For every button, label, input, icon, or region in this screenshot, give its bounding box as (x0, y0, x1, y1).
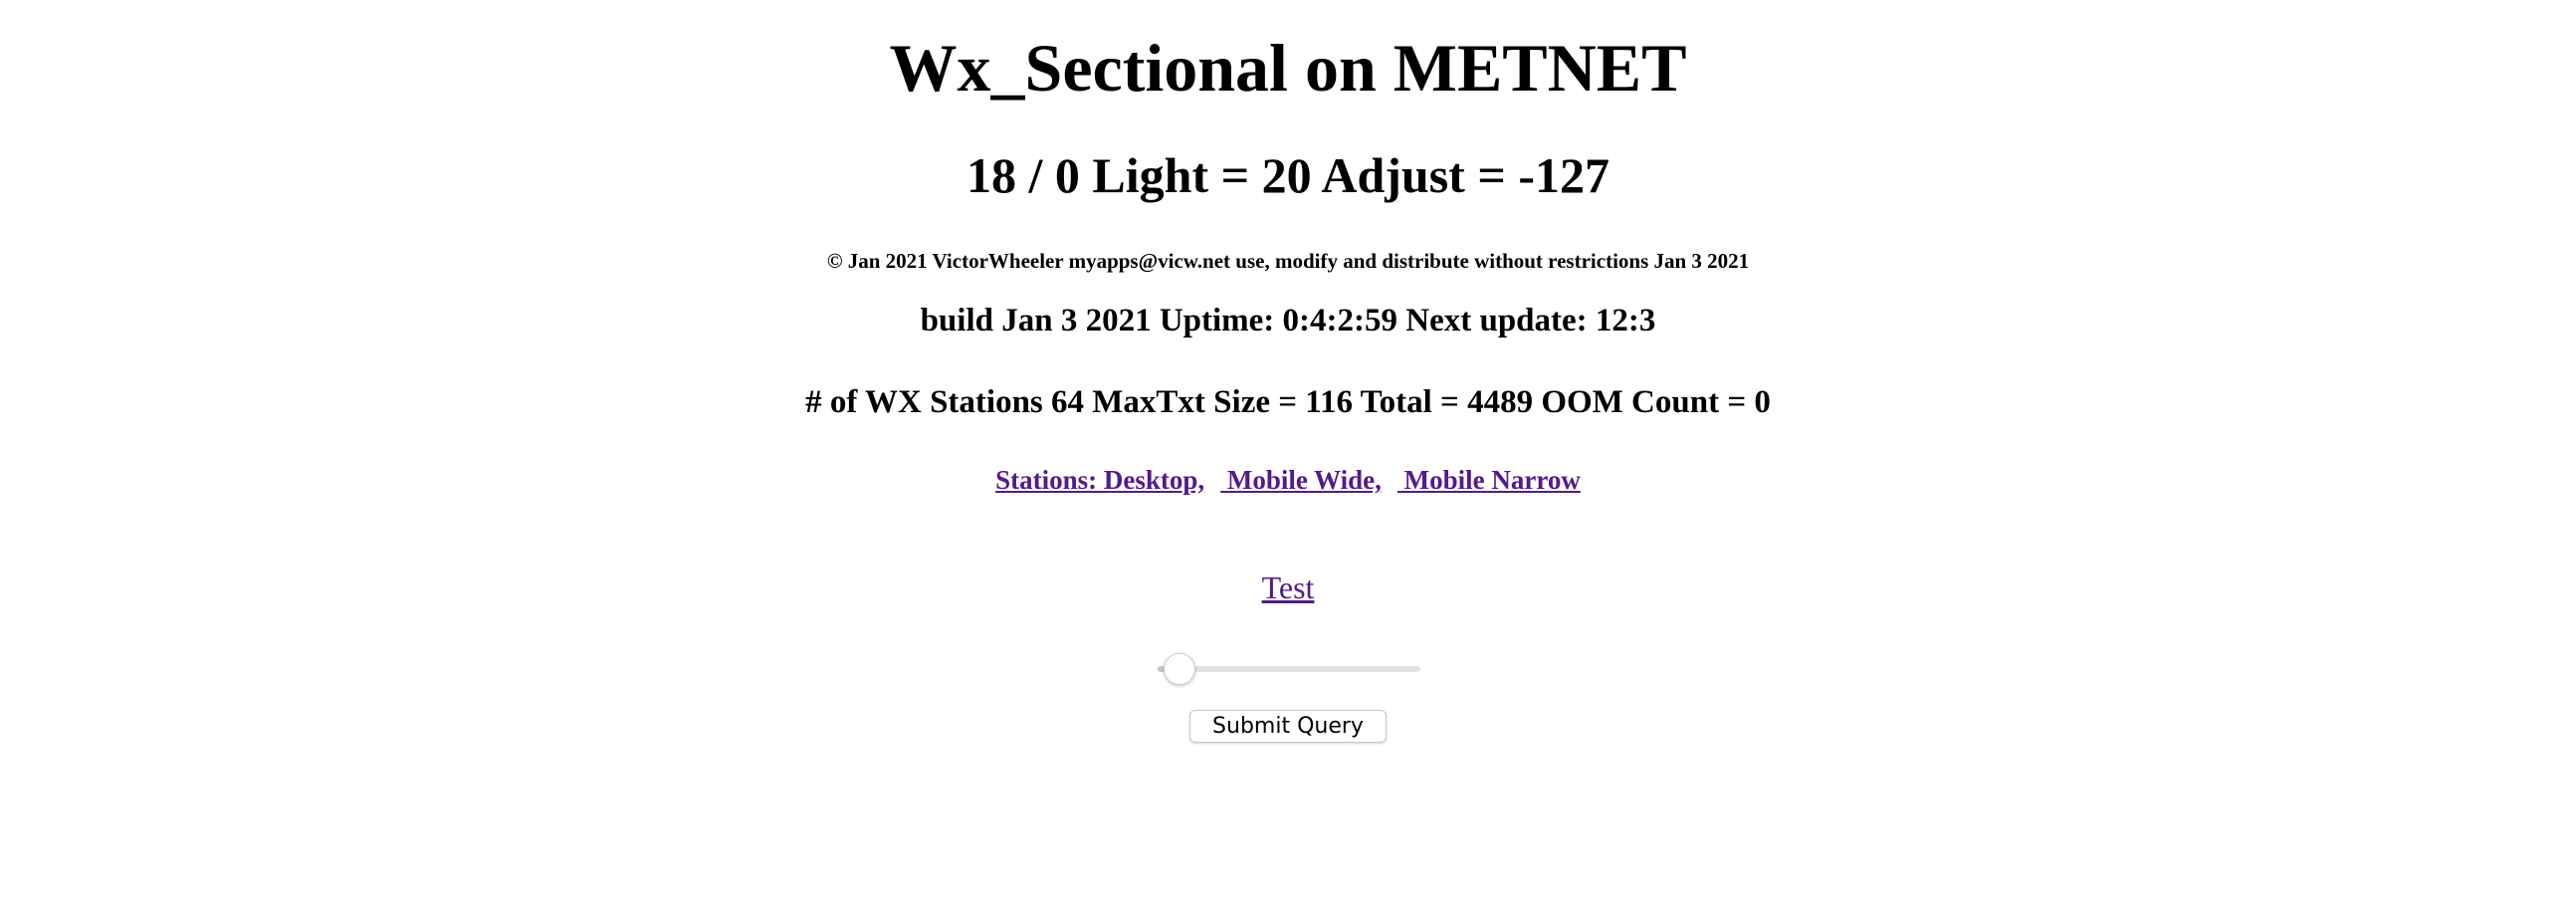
test-link[interactable]: Test (1261, 569, 1315, 605)
mobile-wide-link[interactable]: Mobile Wide, (1220, 465, 1382, 495)
station-links: Stations: Desktop, Mobile Wide, Mobile N… (0, 467, 2576, 494)
slider-track[interactable] (1158, 666, 1420, 672)
stations-stats: # of WX Stations 64 MaxTxt Size = 116 To… (805, 384, 1771, 420)
page-title: Wx_Sectional on METNET (889, 30, 1687, 106)
submit-query-button[interactable]: Submit Query (1189, 710, 1387, 743)
copyright-notice: © Jan 2021 VictorWheeler myapps@vicw.net… (826, 249, 1750, 273)
mobile-narrow-link[interactable]: Mobile Narrow (1396, 465, 1581, 495)
stations-desktop-link[interactable]: Stations: Desktop, (995, 465, 1205, 495)
light-adjust-status: 18 / 0 Light = 20 Adjust = -127 (966, 147, 1610, 203)
build-uptime-info: build Jan 3 2021 Uptime: 0:4:2:59 Next u… (920, 303, 1656, 339)
test-link-container: Test (0, 571, 2576, 603)
brightness-slider[interactable] (1158, 653, 1420, 685)
slider-thumb[interactable] (1164, 653, 1195, 685)
